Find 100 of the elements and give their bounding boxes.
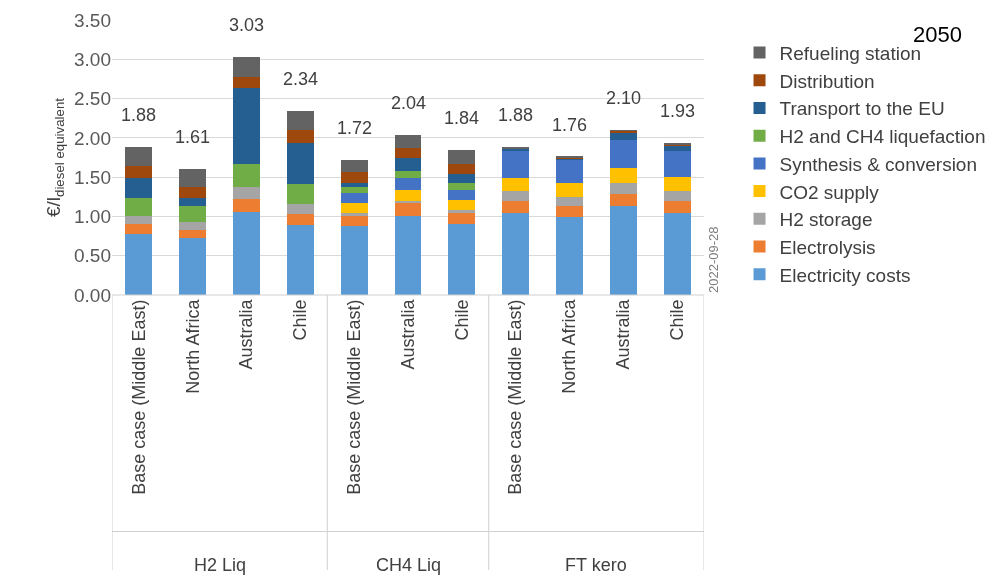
legend-label: Electricity costs (779, 264, 911, 286)
x-tick-label: North Africa (182, 298, 203, 394)
bar (340, 192, 368, 204)
bar (502, 151, 530, 178)
x-tick-label: Chile (290, 299, 311, 341)
bar (340, 203, 368, 214)
bar (125, 177, 153, 199)
bar (556, 159, 583, 184)
bar (233, 163, 260, 188)
total-label: 2.34 (283, 69, 319, 89)
legend-label: H2 and CH4 liquefaction (779, 126, 986, 148)
legend-label: H2 storage (779, 209, 873, 231)
bar (448, 213, 476, 224)
x-tick-label: Chile (451, 299, 472, 341)
bar (663, 191, 691, 201)
total-label: 1.76 (552, 115, 588, 135)
bar (179, 168, 207, 187)
bar (286, 203, 314, 215)
bar (448, 182, 476, 190)
bar (394, 203, 422, 216)
total-label: 1.93 (660, 101, 696, 121)
bar (394, 134, 422, 149)
bar (556, 196, 583, 207)
bar (502, 177, 530, 192)
x-tick-label: Base case (Middle East) (128, 299, 149, 495)
bar (663, 145, 691, 152)
text: 2022-09-28 (706, 226, 721, 293)
legend-label: Synthesis & conversion (779, 153, 978, 175)
total-label: 2.10 (606, 88, 642, 108)
bar (448, 199, 476, 211)
bar (609, 182, 637, 194)
y-tick-label: 1.50 (74, 166, 111, 188)
bar (286, 184, 314, 204)
text: FT kero (565, 555, 627, 575)
bar (556, 206, 583, 218)
total-label: 1.84 (444, 108, 480, 128)
bar (286, 142, 314, 185)
bar (286, 111, 314, 130)
bar (394, 158, 422, 171)
bar (663, 200, 691, 214)
bar (609, 193, 637, 207)
bar (233, 199, 260, 212)
bar (179, 206, 207, 222)
bar (125, 233, 153, 295)
bar (448, 150, 476, 164)
y-tick-label: 0.00 (74, 284, 111, 306)
bar (448, 210, 476, 214)
bar (233, 187, 260, 200)
bar (663, 151, 691, 178)
y-tick-label: 3.00 (74, 48, 111, 70)
y-tick-label: 3.50 (74, 9, 111, 31)
bar (394, 215, 422, 295)
bar (556, 217, 583, 295)
bar (609, 206, 637, 295)
total-label: 1.88 (498, 105, 534, 125)
bar (233, 76, 260, 88)
bar (125, 166, 153, 178)
total-label: 3.03 (229, 15, 265, 35)
total-label: 2.04 (391, 93, 427, 113)
y-tick-label: 0.50 (74, 245, 111, 267)
x-tick-label: North Africa (559, 298, 580, 394)
bar (502, 213, 530, 295)
bar (663, 213, 691, 295)
bar (286, 214, 314, 226)
bar (340, 225, 368, 295)
bar (609, 132, 637, 141)
bar (233, 56, 260, 77)
x-tick-label: Chile (666, 299, 687, 341)
bar (179, 229, 207, 239)
bar (233, 211, 260, 295)
bar (609, 167, 637, 183)
bar (340, 159, 368, 173)
bar (179, 221, 207, 230)
bar (448, 189, 476, 200)
bar (179, 238, 207, 295)
bar (556, 183, 583, 197)
bar (502, 191, 530, 201)
bar (448, 223, 476, 295)
bar (340, 213, 368, 216)
bar (233, 87, 260, 164)
bar (125, 223, 153, 234)
bar (125, 147, 153, 167)
y-tick-label: 2.00 (74, 127, 111, 149)
bar (663, 177, 691, 192)
bar (125, 215, 153, 224)
bar (394, 189, 422, 201)
legend-label: CO2 supply (779, 181, 880, 203)
bar (125, 198, 153, 216)
y-tick-label: 1.00 (74, 206, 111, 228)
bar (394, 170, 422, 178)
x-tick-label: Australia (236, 298, 257, 370)
bar (340, 215, 368, 226)
x-tick-label: Base case (Middle East) (344, 299, 365, 495)
legend-label: Transport to the EU (779, 98, 945, 120)
x-tick-label: Australia (397, 298, 418, 370)
bar (340, 187, 368, 193)
bar (340, 172, 368, 183)
total-label: 1.61 (175, 127, 211, 147)
text: H2 Liq (194, 555, 247, 575)
legend-label: Distribution (779, 70, 875, 92)
